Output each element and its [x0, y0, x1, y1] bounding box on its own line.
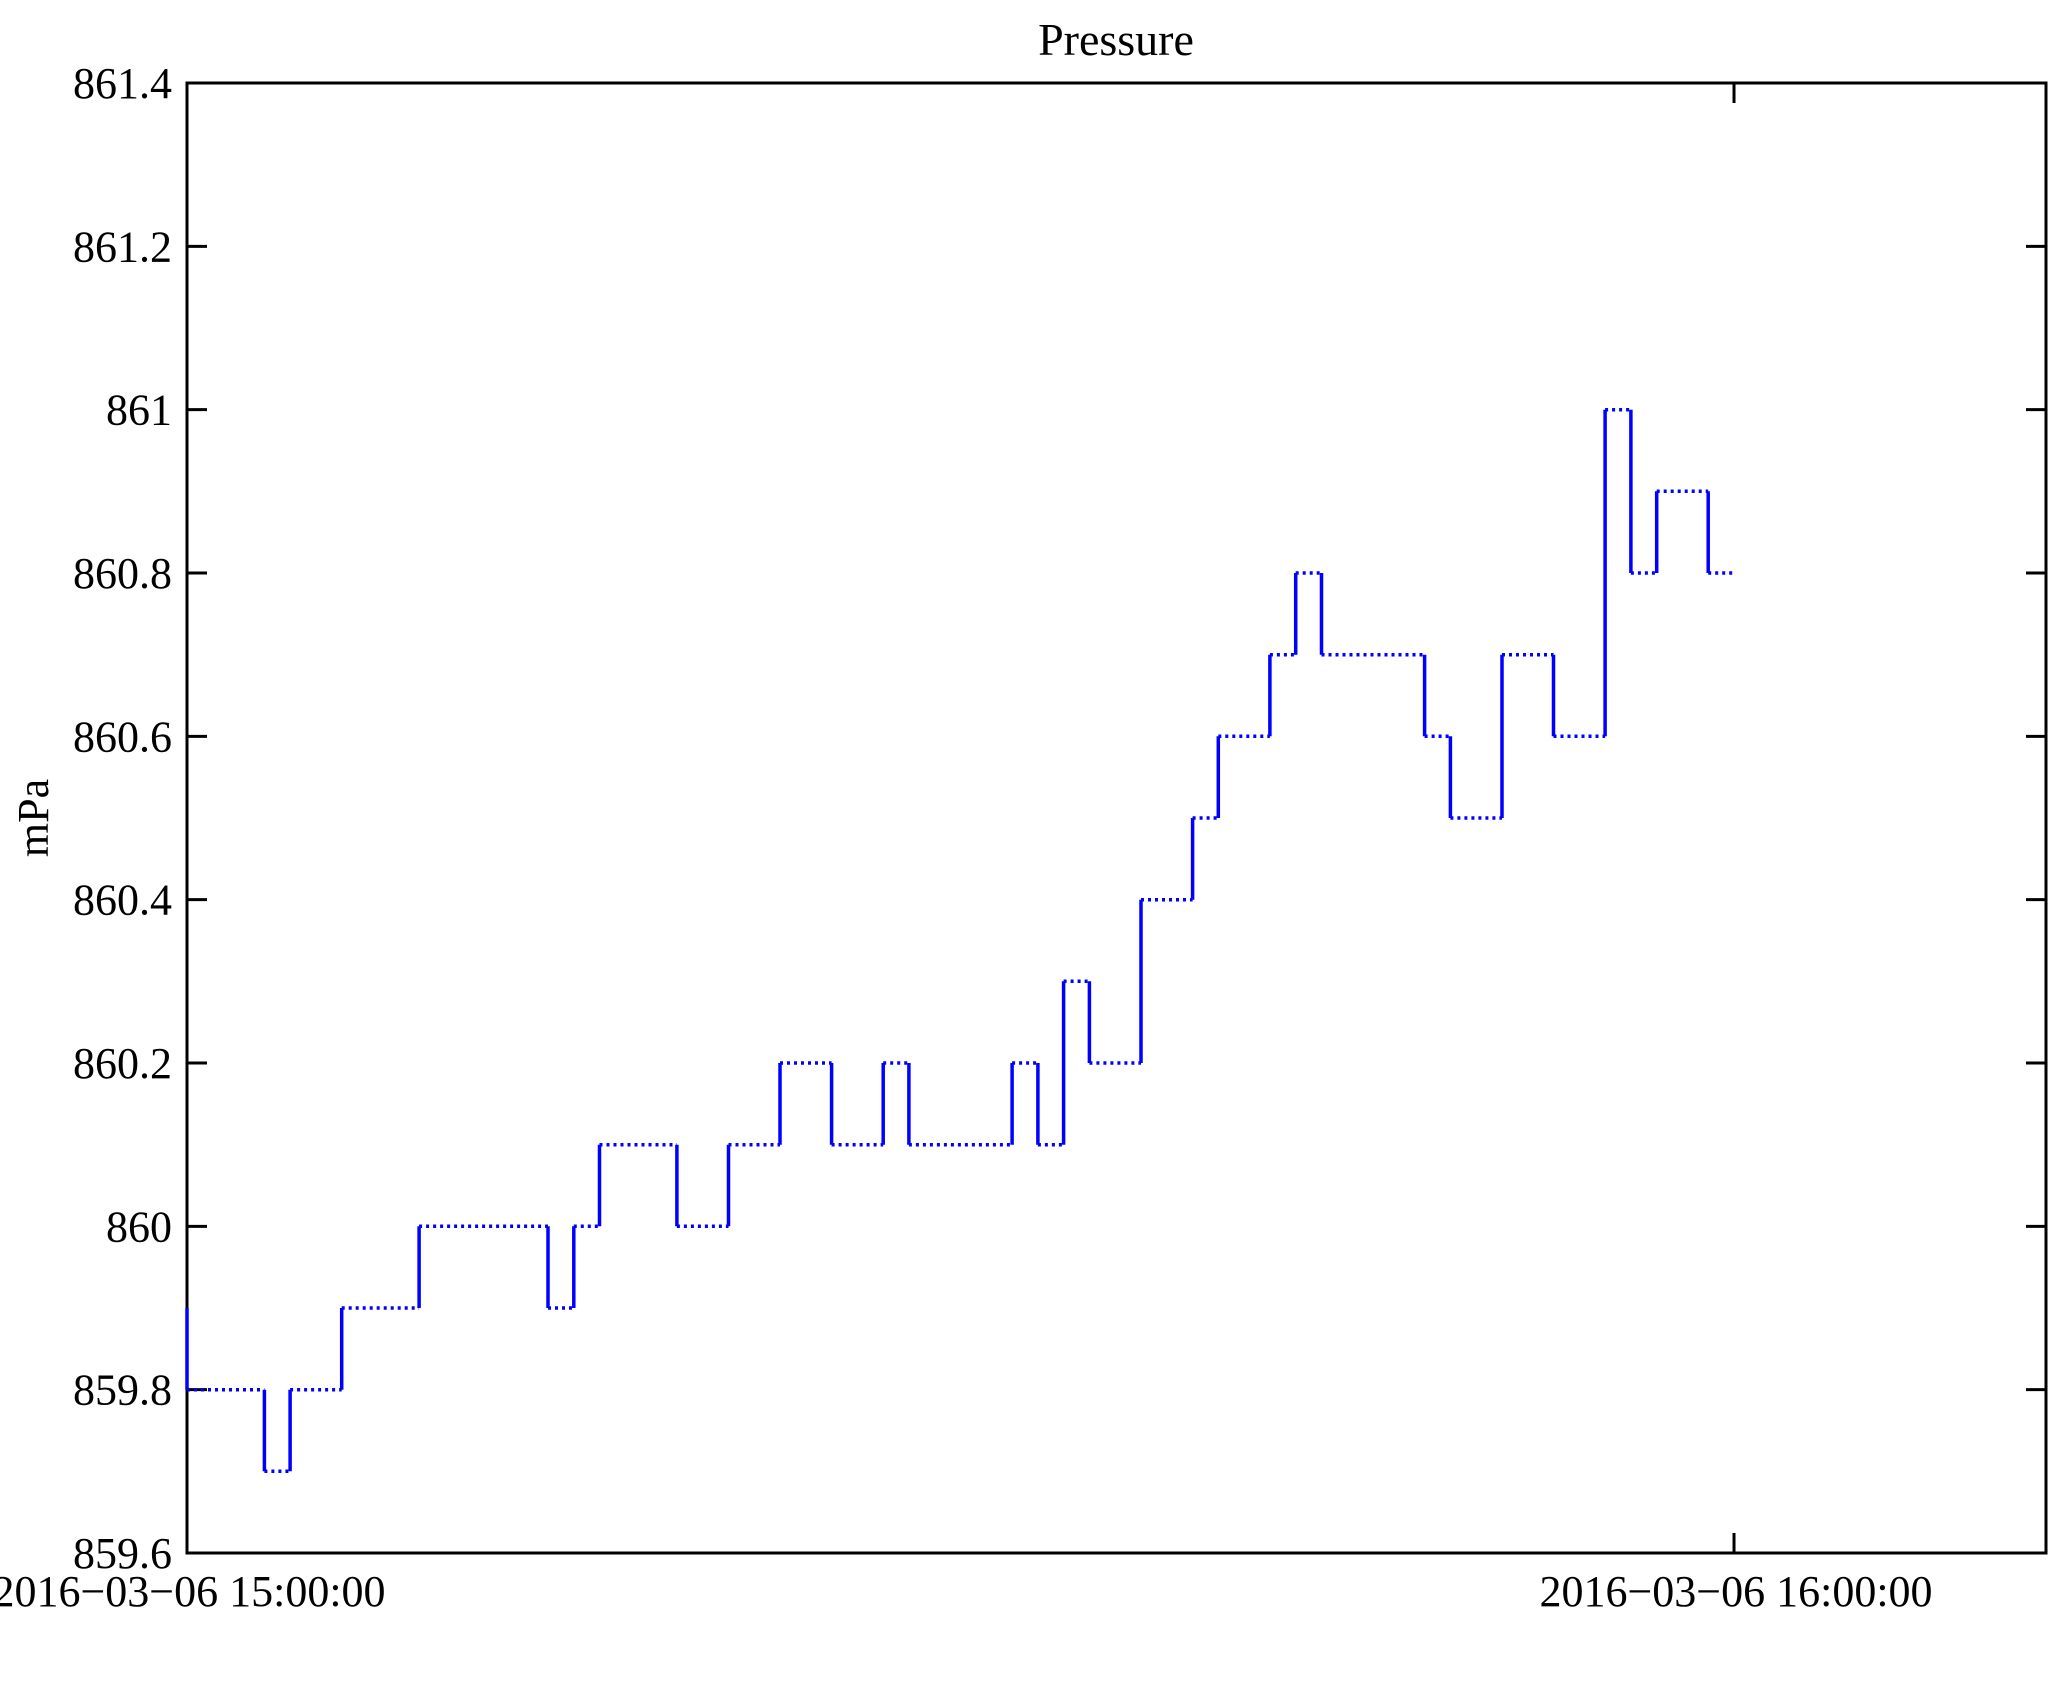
y-tick-label: 859.8 — [73, 1366, 172, 1415]
y-tick-label: 861 — [106, 386, 172, 435]
series-vertical-steps — [185, 409, 1710, 1472]
x-tick-label-start: 2016−03−06 15:00:00 — [0, 1567, 386, 1616]
plot-frame — [185, 81, 2048, 1555]
chart-title: Pressure — [1038, 14, 1194, 65]
y-tick-label: 860.8 — [73, 549, 172, 598]
pressure-series-line — [185, 407, 1734, 1474]
y-tick-label: 860.2 — [73, 1039, 172, 1088]
y-tick-label: 860.6 — [73, 712, 172, 761]
y-tick-label: 860.4 — [73, 876, 172, 925]
y-tick-label: 861.2 — [73, 222, 172, 271]
x-tick-label-end: 2016−03−06 16:00:00 — [1539, 1567, 1932, 1616]
y-tick-label: 861.4 — [73, 59, 172, 108]
y-tick-label: 859.6 — [73, 1529, 172, 1578]
y-tick-label: 860 — [106, 1202, 172, 1251]
series-horizontal-runs — [187, 407, 1734, 1474]
axis-tick-marks — [185, 81, 2046, 1555]
y-axis-label: mPa — [9, 779, 58, 857]
y-tick-labels: 859.6 859.8 860 860.2 860.4 860.6 860.8 861 861.… — [73, 59, 172, 1578]
